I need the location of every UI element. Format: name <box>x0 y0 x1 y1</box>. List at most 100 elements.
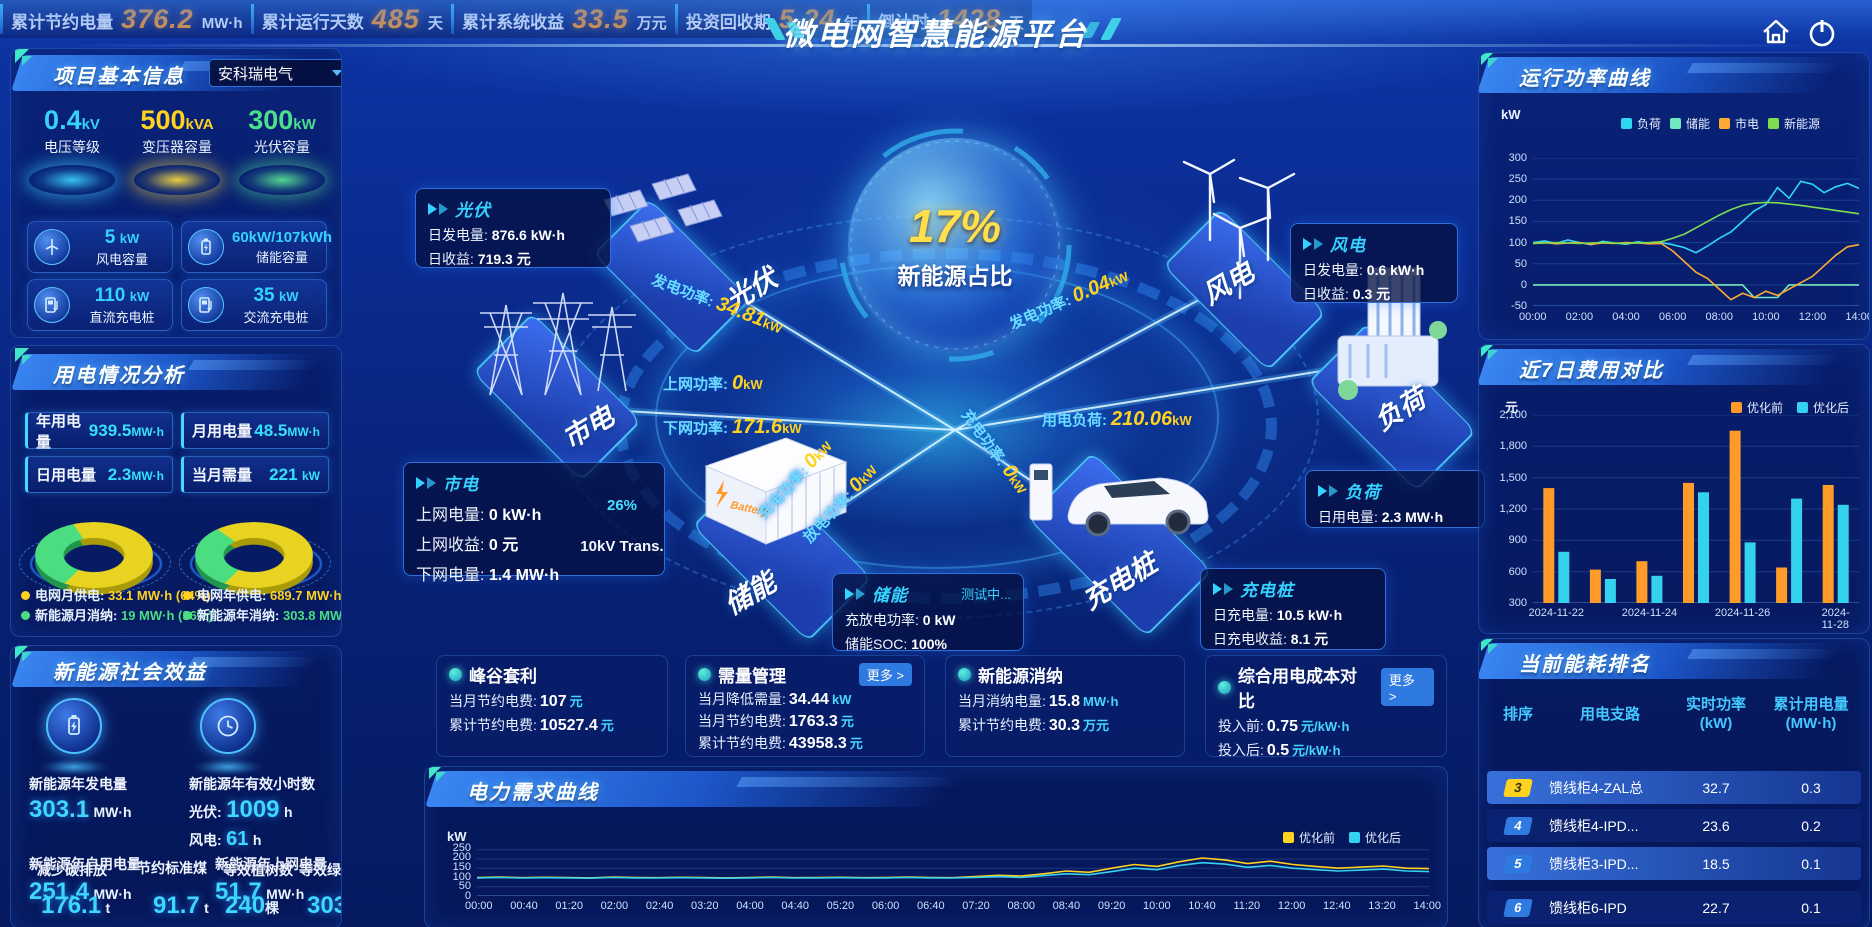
x-tick: 12:00 <box>1798 311 1827 323</box>
y-tick: 1,800 <box>1499 440 1527 453</box>
x-tick: 00:00 <box>1519 311 1547 323</box>
spotlight-glow <box>134 165 220 195</box>
stat-label: 年用电量 <box>36 412 82 451</box>
legend-square-icon <box>1670 118 1682 129</box>
panel-title: 电力需求曲线 <box>467 782 599 804</box>
legend-item[interactable]: 市电 <box>1719 115 1759 132</box>
capacity-unit: kW <box>279 288 299 304</box>
solar-panels-icon <box>603 173 723 243</box>
wind-turbines-icon <box>1182 158 1296 300</box>
panel-title: 峰谷套利 <box>469 667 537 686</box>
project-info-panel: 项目基本信息 安科瑞电气 0.4kV 电压等级 500kVA 变压器容量 300… <box>10 48 342 338</box>
table-row[interactable]: 5 馈线柜3-IPD... 18.5 0.1 <box>1487 847 1861 880</box>
x-tick: 10:40 <box>1188 900 1216 912</box>
legend-item[interactable]: 储能 <box>1670 115 1710 132</box>
yearly-energy-donut-chart <box>195 522 313 595</box>
y-tick: 50 <box>1514 257 1527 270</box>
run-chart-x-axis: 00:00 02:00 04:00 06:00 08:00 10:00 12:00 14:00 <box>1519 311 1869 323</box>
pv-callout: 光伏 日发电量: 876.6 kW·h 日收益: 719.3 元 <box>415 188 611 268</box>
legend-item[interactable]: 优化前 <box>1731 399 1783 416</box>
panel-title: 新能源消纳 <box>978 667 1063 686</box>
x-tick: 04:40 <box>781 900 809 912</box>
legend-item[interactable]: 新能源年消纳: 303.8 MW·h (31%) <box>183 606 341 626</box>
chevron-right-icon <box>439 202 448 215</box>
wind-hours-value: 风电: 61 h <box>189 828 262 850</box>
callout-title: 储能 <box>872 586 908 605</box>
x-tick: 06:00 <box>871 900 900 912</box>
legend-item[interactable]: 新能源 <box>1768 115 1820 132</box>
x-tick: 2024-11-24 <box>1621 607 1678 619</box>
y-tick: -50 <box>1511 300 1527 312</box>
chevron-right-icon <box>1314 237 1323 250</box>
rank-badge: 6 <box>1503 898 1533 917</box>
wind-turbine-icon <box>34 229 70 265</box>
capacity-value: 5 <box>104 226 116 248</box>
x-tick: 04:00 <box>1612 311 1640 323</box>
legend-item[interactable]: 电网年供电: 689.7 MW·h (69%) <box>183 586 341 606</box>
company-select[interactable]: 安科瑞电气 <box>209 59 341 87</box>
charger-callout: 充电桩 日充电量: 10.5 kW·h 日充电收益: 8.1 元 <box>1200 568 1386 650</box>
spotlight-glow <box>239 165 325 195</box>
comprehensive-cost-panel: 综合用电成本对比 更多 > 投入前: 0.75 元/kW·h 投入后: 0.5 元/kW·… <box>1205 655 1447 759</box>
transformer-label: 10kV Trans. <box>580 538 664 555</box>
company-select-value: 安科瑞电气 <box>218 65 294 83</box>
transformer-capacity-stat: 500kVA 变压器容量 <box>124 105 230 195</box>
stat-unit: MW·h <box>131 424 164 439</box>
x-tick: 02:00 <box>600 900 629 912</box>
legend-item[interactable]: 优化前 <box>1283 829 1335 846</box>
stat-label: 光伏容量 <box>254 139 310 155</box>
caption-corner-icon <box>15 49 37 71</box>
pedestal-glow <box>39 758 109 776</box>
table-row[interactable]: 6 馈线柜6-IPD 22.7 0.1 <box>1487 891 1861 924</box>
callout-title: 光伏 <box>455 201 491 220</box>
stat-unit: MW·h <box>287 424 320 439</box>
legend-item[interactable]: 负荷 <box>1621 115 1661 132</box>
table-row[interactable]: 3 馈线柜4-ZAL总 32.7 0.3 <box>1487 771 1861 804</box>
y-tick: 300 <box>1508 597 1527 609</box>
panel-caption: 电力需求曲线 <box>425 767 997 807</box>
chevron-right-icon <box>416 476 425 489</box>
legend-square-icon <box>1621 118 1632 129</box>
more-button[interactable]: 更多 > <box>858 663 912 686</box>
page-title: 微电网智慧能源平台 <box>783 17 1089 52</box>
panel-caption: 近7日费用对比 <box>1479 345 1865 385</box>
chevron-right-icon <box>1329 484 1338 497</box>
y-tick: 250 <box>452 841 471 854</box>
x-tick: 12:00 <box>1277 900 1306 912</box>
caption-corner-icon <box>1481 639 1503 659</box>
panel-caption: 新能源社会效益 <box>11 646 339 687</box>
y-tick: 150 <box>452 861 471 874</box>
wind-capacity-box: 5 kW 风电容量 <box>27 221 173 273</box>
y-axis-unit: 元 <box>1505 400 1519 415</box>
rank-badge: 5 <box>1503 854 1533 873</box>
panel-dot-icon <box>449 668 462 681</box>
chevron-right-icon <box>1303 237 1312 250</box>
cost-chart-legend: 优化前 优化后 <box>1731 399 1849 416</box>
legend-label: 新能源年消纳: <box>197 608 280 623</box>
y-tick: 1,200 <box>1499 503 1527 515</box>
more-button[interactable]: 更多 > <box>1380 668 1434 706</box>
caption-corner-icon <box>429 767 451 787</box>
legend-square-icon <box>1349 832 1361 843</box>
month-usage-stat: 月用电量 48.5MW·h <box>181 412 329 449</box>
to-grid-value: 51.7 MW·h <box>215 878 305 905</box>
cost-chart-x-axis: 2024-11-22 2024-11-24 2024-11-26 2024-11-28 <box>1529 607 1859 631</box>
table-row[interactable]: 4 馈线柜4-IPD... 23.6 0.2 <box>1487 809 1861 842</box>
legend-item[interactable]: 优化后 <box>1349 829 1401 846</box>
run-chart <box>1533 158 1859 306</box>
demand-chart-y-axis: 250 200 150 100 50 0 <box>443 841 471 902</box>
certs-value: 303张 <box>307 892 341 919</box>
capacity-unit: kW <box>119 230 140 246</box>
callout-title: 负荷 <box>1345 483 1381 502</box>
stat-label: 变压器容量 <box>142 139 212 155</box>
legend-item[interactable]: 优化后 <box>1797 399 1849 416</box>
total-energy: 0.1 <box>1801 899 1821 916</box>
panel-title: 用电情况分析 <box>53 365 185 387</box>
cost-chart <box>1533 415 1859 603</box>
yearly-donut-legend: 电网年供电: 689.7 MW·h (69%) 新能源年消纳: 303.8 MW… <box>183 586 341 626</box>
pv-hours-value: 光伏: 1009 h <box>189 796 293 823</box>
home-icon[interactable] <box>1756 12 1796 52</box>
annual-generation-value: 303.1 MW·h <box>29 796 132 823</box>
power-icon[interactable] <box>1802 12 1842 52</box>
